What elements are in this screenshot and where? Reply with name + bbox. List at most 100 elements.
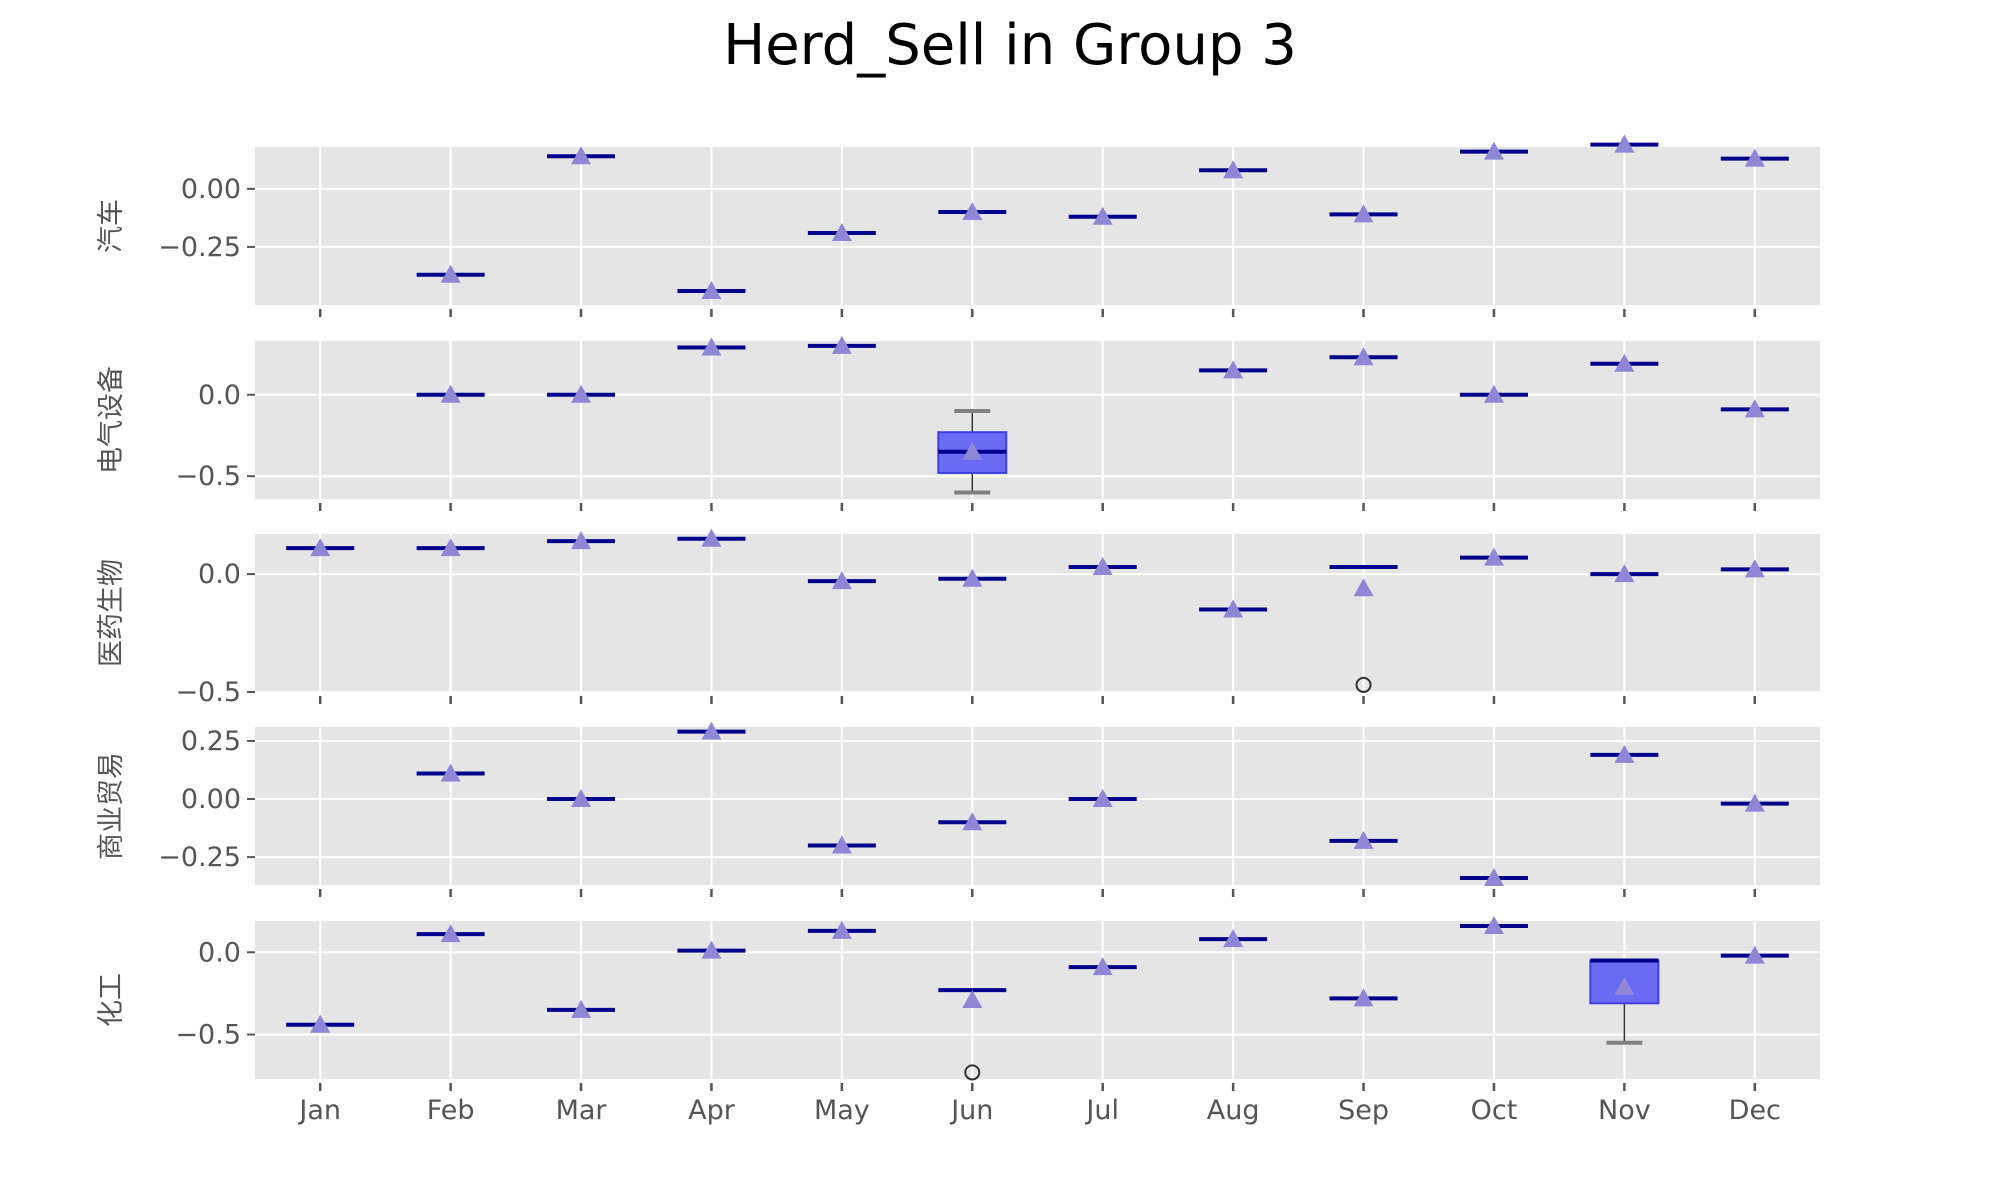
subplot-panels: 0.00 −0.25 汽车 0.0 −0.5 电气设备 0.0 −0.5 医药生物 0.25 0.0… [96,134,1820,1126]
box-feb [416,763,485,782]
y-tick-label: −0.25 [158,842,241,873]
mean-marker [440,384,461,403]
box-jul [1068,206,1137,225]
mean-marker [1223,929,1244,948]
mean-marker [701,281,722,300]
x-tick-label: Mar [556,1095,608,1126]
mean-marker [1614,744,1635,763]
y-tick-label: −0.5 [175,461,241,492]
mean-marker [1614,134,1635,153]
panel-background [255,534,1820,692]
box-mar [547,384,616,403]
x-tick-label: Jul [1084,1095,1119,1126]
y-tick-label: 0.0 [198,380,241,411]
y-tick-label: 0.0 [198,559,241,590]
mean-marker [1353,347,1374,366]
panel-background [255,341,1820,499]
mean-marker [571,531,592,550]
subplot-1: 0.00 −0.25 汽车 [96,134,1820,317]
subplot-4: 0.25 0.00 −0.25 商业贸易 [96,721,1820,897]
outlier-point [1355,676,1372,693]
mean-marker [1092,557,1113,576]
mean-marker [440,763,461,782]
x-tick-label: May [814,1095,870,1126]
box-sep [1329,565,1398,693]
mean-marker [1353,578,1374,597]
x-tick-label: Jan [297,1095,341,1126]
box-sep [1329,988,1398,1007]
box-aug [1199,360,1268,379]
mean-marker [1744,399,1765,418]
mean-marker [962,441,983,460]
mean-marker [1483,868,1504,887]
box-sep [1329,830,1398,849]
x-tick-label: Aug [1207,1095,1260,1126]
box-mar [547,999,616,1018]
mean-marker [701,721,722,740]
box-may [807,835,876,854]
box-may [807,222,876,241]
box-may [807,920,876,939]
y-tick-label: −0.25 [158,232,241,263]
y-axis-label: 汽车 [96,199,127,253]
box-mar [547,146,616,165]
box-jul [1068,957,1137,976]
box-nov [1590,744,1659,763]
y-tick-label: −0.5 [175,677,241,708]
mean-marker [831,335,852,354]
subplot-3: 0.0 −0.5 医药生物 [96,528,1820,708]
mean-marker [1744,945,1765,964]
box-oct [1459,384,1528,403]
box-aug [1199,160,1268,179]
mean-marker [1223,160,1244,179]
box-jan [286,1014,355,1033]
mean-marker [962,812,983,831]
y-tick-label: 0.00 [181,174,241,205]
mean-marker [1092,206,1113,225]
panel-background [255,147,1820,305]
mean-marker [571,146,592,165]
mean-marker [831,920,852,939]
x-tick-label: Jun [949,1095,993,1126]
box-jul [1068,557,1137,576]
box-sep [1329,347,1398,366]
mean-marker [1483,915,1504,934]
box-feb [416,924,485,943]
y-tick-label: 0.25 [181,726,241,757]
box-apr [677,940,746,959]
box-nov [1590,564,1659,583]
mean-marker [1483,384,1504,403]
mean-marker [962,202,983,221]
mean-marker [1353,988,1374,1007]
panel-background [255,921,1820,1079]
mean-marker [310,538,331,557]
box-oct [1459,141,1528,160]
mean-marker [1223,360,1244,379]
box-sep [1329,204,1398,223]
mean-marker [571,999,592,1018]
box-apr [677,337,746,356]
mean-marker [1353,204,1374,223]
mean-marker [831,835,852,854]
box-jun [938,202,1007,221]
chart-title: Herd_Sell in Group 3 [723,13,1297,78]
mean-marker [701,337,722,356]
box-nov [1590,353,1659,372]
box-apr [677,528,746,547]
box-jul [1068,789,1137,808]
mean-marker [1092,957,1113,976]
box-jun [938,988,1007,1081]
y-axis-label: 电气设备 [96,366,127,474]
box-apr [677,721,746,740]
y-tick-label: −0.5 [175,1020,241,1051]
box-may [807,571,876,590]
box-feb [416,538,485,557]
x-tick-label: Apr [688,1095,736,1126]
mean-marker [1092,789,1113,808]
mean-marker [1483,547,1504,566]
box-jan [286,538,355,557]
mean-marker [831,222,852,241]
mean-marker [440,538,461,557]
box-aug [1199,929,1268,948]
